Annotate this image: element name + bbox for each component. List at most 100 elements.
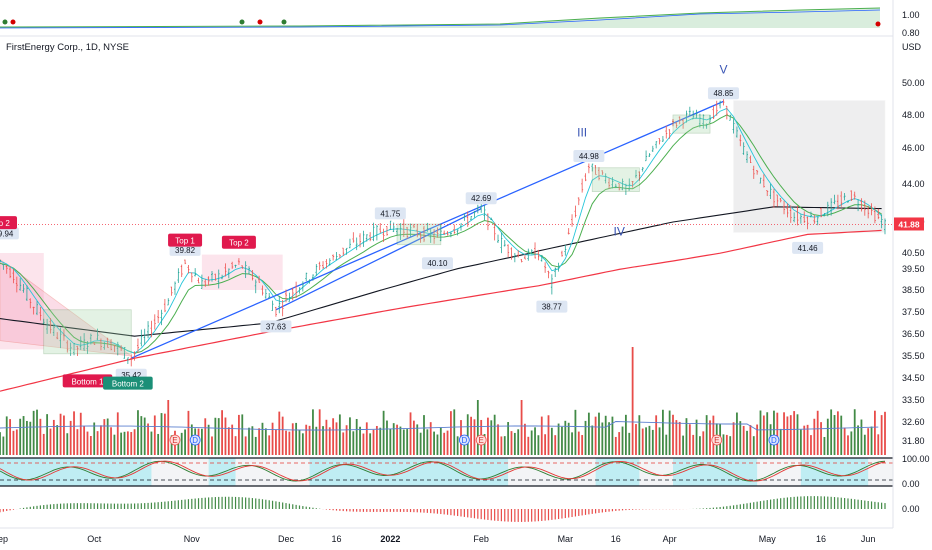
macd-bar — [820, 496, 822, 509]
volume-bar — [594, 416, 597, 455]
volume-bar — [375, 425, 378, 455]
macd-bar — [120, 503, 122, 509]
volume-bar — [365, 422, 368, 455]
volume-bar — [739, 421, 742, 455]
volume-bar — [598, 412, 600, 455]
volume-bar — [766, 412, 769, 455]
volume-bar — [503, 436, 506, 455]
macd-bar — [790, 497, 792, 509]
volume-bar — [796, 414, 799, 455]
macd-bar — [83, 503, 85, 509]
macd-bar — [211, 497, 213, 509]
volume-bar — [436, 434, 439, 455]
macd-bar — [729, 505, 731, 509]
volume-bar — [540, 416, 543, 455]
macd-bar — [551, 509, 553, 520]
event-marker — [169, 434, 181, 446]
volume-bar — [96, 431, 99, 455]
x-tick: May — [759, 534, 777, 544]
volume-bar — [251, 426, 254, 455]
macd-bar — [430, 509, 432, 514]
macd-bar — [628, 509, 630, 510]
volume-bar — [386, 420, 388, 455]
macd-bar — [113, 503, 116, 509]
volume-bar — [544, 434, 547, 455]
x-tick: Jun — [861, 534, 876, 544]
macd-bar — [167, 501, 169, 509]
volume-bar — [369, 433, 372, 455]
volume-bar — [571, 432, 573, 455]
price-tick: 39.50 — [902, 264, 925, 274]
price-label-bg — [465, 192, 497, 205]
volume-bar — [534, 427, 536, 455]
macd-bar — [261, 499, 264, 509]
pattern-label: Top 2 — [0, 219, 10, 228]
macd-bar — [726, 506, 728, 509]
macd-bar — [803, 496, 805, 509]
volume-bar — [261, 422, 264, 455]
macd-bar — [810, 496, 812, 509]
macd-bar — [275, 501, 277, 509]
volume-bar — [9, 419, 11, 455]
price-tick: 50.00 — [902, 78, 925, 88]
macd-bar — [753, 502, 755, 509]
volume-bar — [783, 412, 785, 455]
price-tick: 48.00 — [902, 110, 925, 120]
macd-bar — [867, 500, 869, 509]
volume-bar — [799, 429, 802, 455]
volume-bar — [510, 431, 513, 455]
pattern-label: Top 1 — [175, 237, 195, 246]
macd-bar — [783, 497, 785, 509]
volume-bar — [5, 416, 8, 455]
volume-bar — [668, 410, 671, 455]
price-label: 38.77 — [542, 303, 563, 312]
volume-bar — [456, 436, 459, 455]
volume-bar — [880, 415, 883, 455]
macd-bar — [282, 502, 284, 509]
macd-bar — [470, 509, 472, 518]
volume-bar — [214, 417, 217, 455]
pattern-box — [396, 223, 442, 246]
macd-bar — [6, 509, 8, 511]
macd-bar — [800, 496, 802, 509]
price-label-bg — [374, 207, 406, 220]
macd-bar — [584, 509, 587, 515]
volume-bar — [180, 432, 183, 455]
volume-bar — [645, 427, 647, 455]
macd-bar — [265, 499, 267, 509]
macd-bar — [231, 496, 233, 509]
macd-bar — [557, 509, 560, 520]
volume-bar — [860, 419, 863, 455]
volume-tick: 33.50 — [902, 395, 925, 405]
volume-bar — [73, 411, 75, 455]
macd-bar — [746, 503, 748, 509]
price-layer: 39.94 41.75 42.69 40.10 44.98 48.85 38.77 37.63… — [0, 62, 893, 392]
volume-bar — [443, 432, 446, 455]
macd-bar — [524, 509, 526, 522]
macd-bar — [224, 496, 227, 509]
x-tick: Oct — [87, 534, 102, 544]
volume-bar — [557, 423, 560, 455]
volume-bar — [150, 431, 153, 455]
macd-bar — [844, 498, 846, 509]
volume-bar — [635, 424, 637, 455]
macd-bar — [716, 507, 718, 509]
volume-bar — [157, 433, 160, 455]
volume-bar — [759, 410, 762, 455]
volume-bar — [76, 429, 79, 455]
volume-bar — [342, 432, 345, 455]
volume-bar — [692, 434, 695, 455]
volume-bar — [685, 418, 688, 455]
volume-bar — [36, 409, 38, 455]
volume-bar — [312, 409, 314, 455]
volume-bar — [450, 411, 452, 455]
volume-bar — [359, 426, 361, 455]
macd-bar — [568, 509, 570, 518]
volume-bar — [66, 433, 69, 455]
wave-label: III — [577, 125, 587, 139]
current-price-badge — [894, 217, 924, 231]
macd-bar — [144, 503, 146, 509]
macd-bar — [349, 509, 351, 512]
volume-bar — [325, 419, 328, 455]
